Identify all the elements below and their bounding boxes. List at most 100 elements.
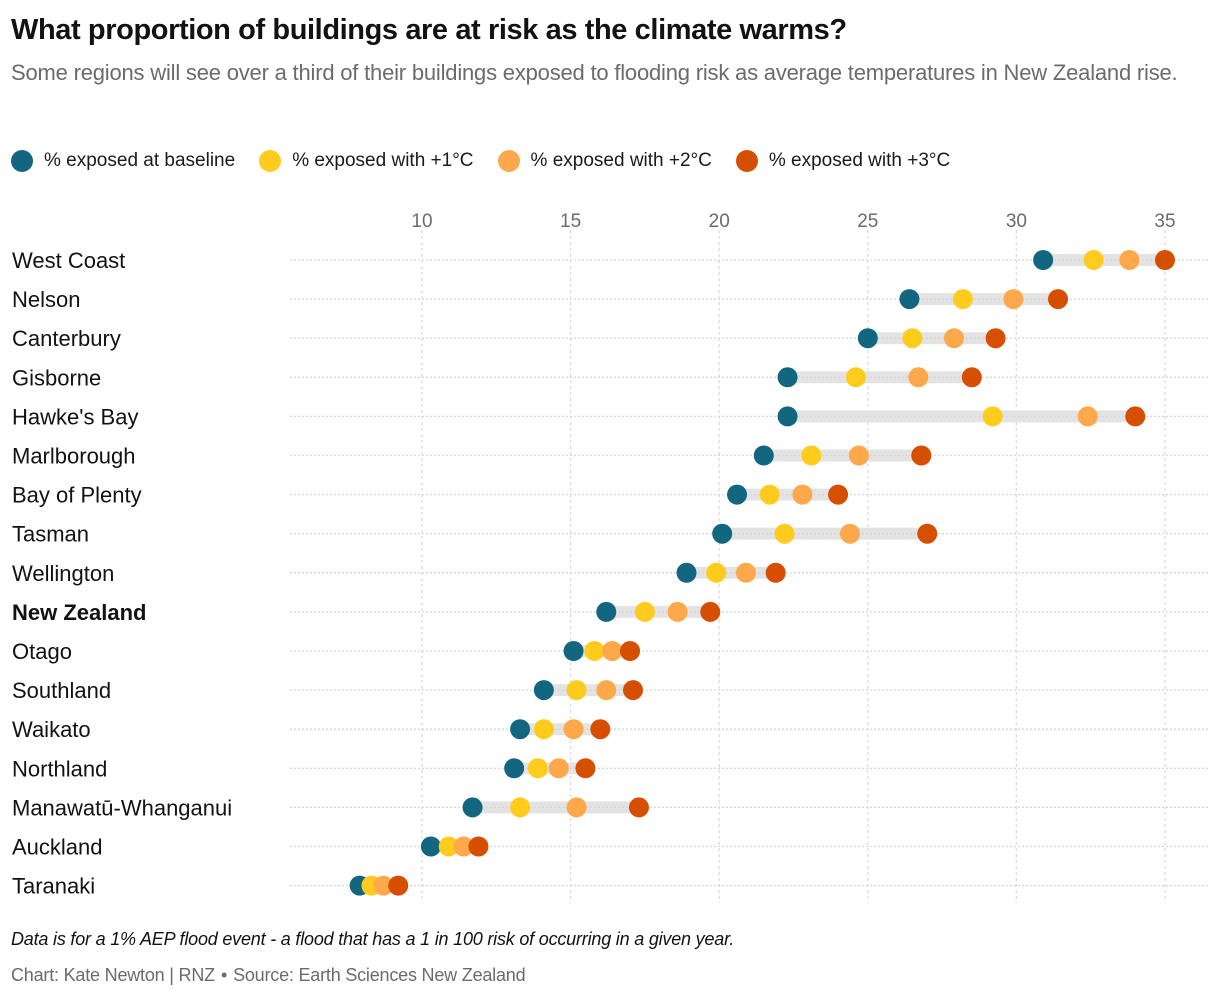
row-label: Marlborough [12, 444, 136, 469]
baseline-dot [712, 523, 733, 544]
baseline-dot [777, 406, 798, 427]
legend-item-plus3: % exposed with +3°C [735, 150, 951, 172]
row-auckland: Auckland [12, 835, 1208, 860]
row-label: Canterbury [12, 326, 121, 351]
plus1-dot [1083, 250, 1104, 270]
row-nelson: Nelson [12, 287, 1208, 312]
plus2-dot [1077, 406, 1098, 427]
plus1-dot [902, 328, 923, 349]
row-label: Northland [12, 756, 107, 781]
plus1-dot [566, 680, 587, 701]
baseline-dot [753, 445, 774, 466]
plus3-dot [828, 484, 849, 505]
row-label: Wellington [12, 561, 114, 586]
legend-label-plus3: % exposed with +3°C [768, 150, 951, 171]
chart-credit: Chart: Kate Newton | RNZ [11, 965, 215, 985]
plus2-dot [839, 523, 860, 544]
row-hawke-s-bay: Hawke's Bay [12, 404, 1208, 429]
baseline-dot [727, 484, 748, 505]
rows-layer: West Coast Nelson Canterbury Gisborne Hawke'… [12, 248, 1208, 899]
plus3-dot [1155, 250, 1175, 270]
legend-label-plus1: % exposed with +1°C [292, 150, 474, 171]
plus2-dot [563, 719, 584, 740]
plus2-dot [792, 484, 813, 505]
plus2-dot [848, 445, 869, 466]
legend-swatch-plus1 [259, 150, 282, 172]
plus2-dot [1003, 289, 1024, 310]
range-connector [787, 410, 1136, 423]
plus2-dot [548, 758, 569, 779]
baseline-dot [563, 641, 584, 661]
baseline-dot [504, 758, 525, 779]
row-label: Southland [12, 678, 111, 703]
footnote: Data is for a 1% AEP flood event - a flo… [11, 929, 735, 949]
baseline-dot [462, 797, 483, 818]
row-marlborough: Marlborough [12, 444, 1208, 469]
plus2-dot [373, 875, 394, 896]
row-manawat-whanganui: Manawatū-Whanganui [12, 795, 1208, 820]
legend-item-baseline: % exposed at baseline [11, 150, 235, 172]
plus1-dot [759, 484, 780, 505]
row-gisborne: Gisborne [12, 365, 1208, 390]
plus3-dot [700, 601, 721, 622]
row-label: Hawke's Bay [12, 404, 138, 429]
plus3-dot [1125, 406, 1146, 427]
legend: % exposed at baseline % exposed with +1°… [11, 150, 974, 172]
row-label: Auckland [12, 835, 103, 860]
legend-swatch-baseline [11, 150, 33, 172]
legend-item-plus1: % exposed with +1°C [259, 150, 474, 172]
row-new-zealand: New Zealand [12, 600, 1208, 625]
x-tick-label: 35 [1154, 211, 1175, 232]
row-otago: Otago [12, 639, 1208, 664]
legend-item-plus2: % exposed with +2°C [497, 150, 712, 172]
row-waikato: Waikato [12, 717, 1208, 742]
row-label: Tasman [12, 522, 89, 547]
plus3-dot [911, 445, 932, 466]
plus1-dot [706, 562, 727, 583]
dot-plot-chart: 10 15 20 25 30 35 West Coast Nelson Canterbury G… [12, 211, 1208, 903]
plus1-dot [774, 523, 795, 544]
plus1-dot [634, 601, 655, 622]
plus3-dot [620, 641, 641, 661]
row-label: Nelson [12, 287, 80, 312]
chart-title: What proportion of buildings are at risk… [11, 14, 847, 46]
baseline-dot [777, 367, 798, 388]
plus2-dot [566, 797, 587, 818]
row-label: West Coast [12, 248, 125, 273]
plus2-dot [908, 367, 929, 388]
plus2-dot [735, 562, 756, 583]
plus3-dot [468, 836, 489, 857]
plus1-dot [952, 289, 973, 310]
plus1-dot [533, 719, 554, 740]
plus3-dot [623, 680, 644, 701]
credit-separator: • [220, 965, 228, 985]
legend-swatch-plus2 [497, 150, 520, 172]
baseline-dot [857, 328, 878, 349]
baseline-dot [1033, 250, 1054, 270]
plus2-dot [602, 641, 623, 661]
row-label: New Zealand [12, 600, 146, 625]
plus2-dot [596, 680, 617, 701]
legend-swatch-plus3 [735, 150, 758, 172]
range-connector [722, 527, 928, 540]
row-label: Otago [12, 639, 72, 664]
plus3-dot [590, 719, 611, 740]
row-label: Taranaki [12, 874, 95, 899]
baseline-dot [420, 836, 441, 857]
baseline-dot [899, 289, 920, 310]
row-wellington: Wellington [12, 561, 1208, 586]
plus1-dot [510, 797, 531, 818]
plus2-dot [453, 836, 474, 857]
row-bay-of-plenty: Bay of Plenty [12, 483, 1208, 508]
row-tasman: Tasman [12, 522, 1208, 547]
x-tick-label: 20 [709, 211, 730, 232]
row-taranaki: Taranaki [12, 874, 1208, 899]
legend-label-baseline: % exposed at baseline [44, 150, 236, 171]
legend-label-plus2: % exposed with +2°C [530, 150, 712, 171]
plus3-dot [1048, 289, 1069, 310]
plus2-dot [667, 601, 688, 622]
source-credit: Source: Earth Sciences New Zealand [233, 965, 526, 985]
x-tick-label: 15 [560, 211, 581, 232]
x-tick-label: 30 [1006, 211, 1027, 232]
plus3-dot [575, 758, 596, 779]
